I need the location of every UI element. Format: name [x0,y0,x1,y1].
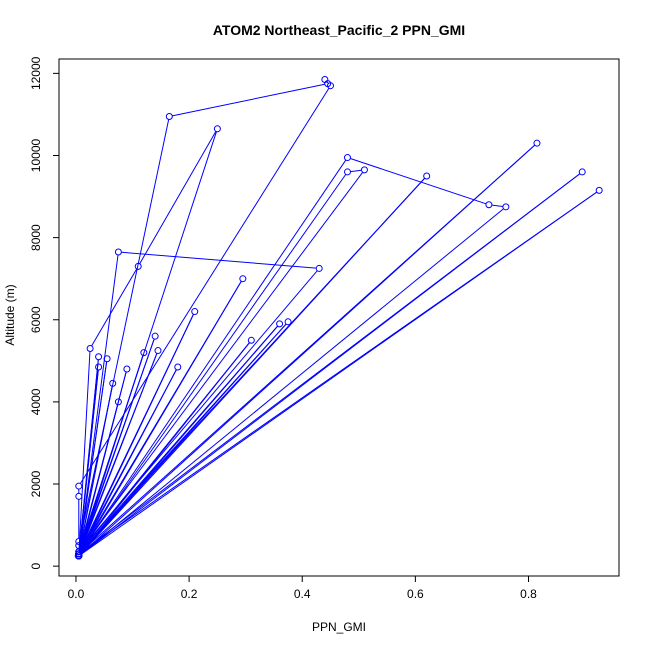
y-tick-label: 2000 [29,470,43,497]
data-point [595,186,603,194]
data-point [276,320,284,328]
data-point [86,345,94,353]
data-point [165,112,173,120]
x-axis-label: PPN_GMI [312,620,366,634]
series-line-segment [78,119,170,543]
series-line-segment [80,174,347,552]
data-point [502,203,510,211]
y-tick-label: 6000 [29,306,43,333]
data-point [247,336,255,344]
data-point [191,308,199,316]
series-line-segment [80,159,347,552]
series-line-segment [78,386,113,554]
series-line-segment [80,177,426,555]
y-tick-label: 4000 [29,388,43,415]
series-line-segment [121,251,317,269]
data-point [114,248,122,256]
data-point [154,347,162,355]
data-point [360,166,368,174]
data-point [75,482,83,490]
data-point [134,262,142,270]
series-line-segment [79,369,177,554]
data-point [578,168,586,176]
data-point [423,172,431,180]
series-line-segment [139,131,217,265]
series-line-segment [80,173,581,555]
data-point [343,154,351,162]
x-axis: 0.0 0.2 0.4 0.6 0.8 [68,576,537,601]
series-line-segment [78,351,91,551]
data-point [95,353,103,361]
x-tick-label: 0.4 [294,587,311,601]
data-point [485,201,493,209]
data-point [140,349,148,357]
series-line-segment [350,169,362,173]
plot-frame [58,58,620,577]
series-line-segment [80,191,598,555]
data-point [324,80,332,88]
series-line-segment [78,361,108,553]
y-axis-label: Altitude (m) [3,284,17,345]
series-line-segment [78,369,99,553]
series-line-segment [491,204,503,207]
x-tick-label: 0.6 [407,587,424,601]
data-point [109,379,117,387]
series-layer [74,76,603,560]
data-point [239,275,247,283]
series-line-segment [80,342,250,554]
series-line-segment [80,208,504,555]
data-point [75,492,83,500]
x-tick-label: 0.2 [181,587,198,601]
x-tick-label: 0.0 [68,587,85,601]
series-line-segment [172,83,325,117]
data-point [284,318,292,326]
series-line-segment [79,338,155,554]
data-point [75,548,83,556]
series-line-segment [80,171,364,550]
y-tick-label: 12000 [29,56,43,90]
data-point [95,363,103,371]
data-point [213,125,221,133]
data-point [123,365,131,373]
y-axis: 0 2000 4000 6000 8000 10000 12000 [29,56,59,569]
data-point [75,538,83,546]
data-point [174,363,182,371]
data-point [343,168,351,176]
y-tick-label: 0 [29,562,43,569]
series-line-segment [79,314,194,554]
series-line-segment [79,281,242,554]
data-point [151,332,159,340]
series-line-segment [79,404,119,554]
series-line-segment [79,355,144,554]
y-tick-label: 10000 [29,138,43,172]
data-point [533,139,541,147]
data-point [75,550,83,558]
data-point [103,355,111,363]
series-line-segment [79,87,330,484]
series-line-segment [79,353,158,554]
data-point [75,552,83,560]
series-line-segment [80,144,536,555]
data-point [114,398,122,406]
series-line-segment [80,323,287,554]
series-line-segment [91,268,138,347]
x-tick-label: 0.8 [520,587,537,601]
series-line-segment [350,158,487,205]
chart-title: ATOM2 Northeast_Pacific_2 PPN_GMI [213,22,465,38]
data-point [315,264,323,272]
y-tick-label: 8000 [29,224,43,251]
